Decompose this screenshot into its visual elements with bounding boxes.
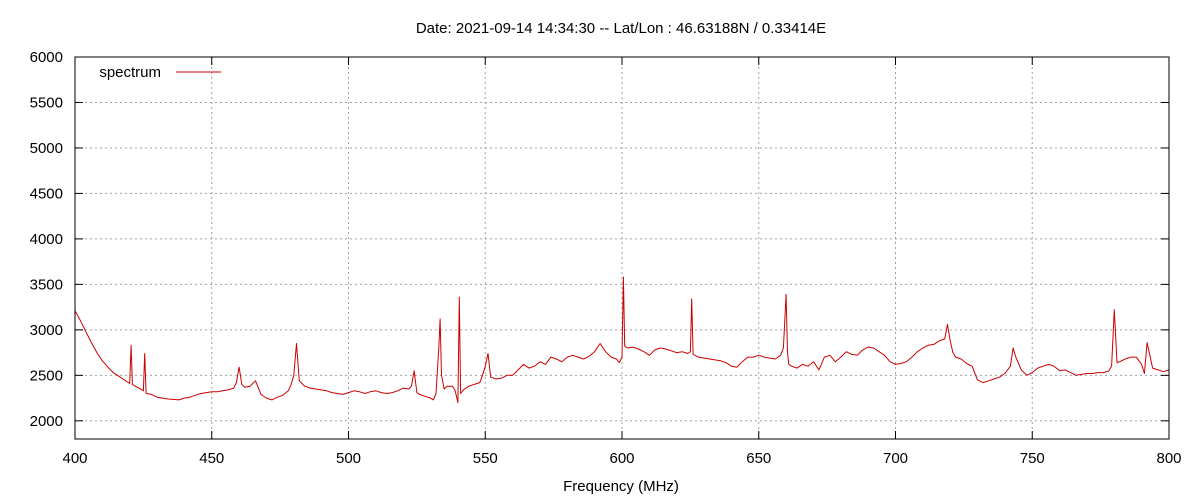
y-tick-label: 2500: [30, 367, 63, 384]
x-tick-label: 750: [1020, 450, 1045, 467]
y-tick-label: 5000: [30, 140, 63, 157]
x-tick-label: 500: [336, 450, 361, 467]
x-tick-label: 550: [473, 450, 498, 467]
y-tick-label: 6000: [30, 49, 63, 66]
y-tick-label: 4000: [30, 231, 63, 248]
y-tick-label: 3500: [30, 276, 63, 293]
plot-frame: [74, 56, 1170, 440]
series-line-spectrum: [74, 276, 1170, 404]
y-axis-ticks: 2000 2500 3000 3500 4000 4500 5000 5500 6000: [30, 49, 1169, 430]
series-layer: [74, 276, 1170, 404]
x-tick-label: 650: [746, 450, 771, 467]
y-tick-label: 5500: [30, 94, 63, 111]
y-tick-label: 3000: [30, 322, 63, 339]
x-tick-label: 400: [62, 450, 87, 467]
legend-label-spectrum: spectrum: [99, 64, 161, 81]
legend: spectrum: [99, 64, 221, 81]
x-tick-label: 450: [199, 450, 224, 467]
y-tick-label: 4500: [30, 185, 63, 202]
grid-lines: [75, 57, 1169, 439]
chart-title: Date: 2021-09-14 14:34:30 -- Lat/Lon : 4…: [416, 20, 826, 37]
x-axis-ticks: 400 450 500 550 600 650 700 750 800: [62, 57, 1182, 467]
x-tick-label: 700: [883, 450, 908, 467]
y-tick-label: 2000: [30, 413, 63, 430]
x-tick-label: 600: [609, 450, 634, 467]
x-axis-label: Frequency (MHz): [563, 478, 679, 495]
x-tick-label: 800: [1156, 450, 1181, 467]
